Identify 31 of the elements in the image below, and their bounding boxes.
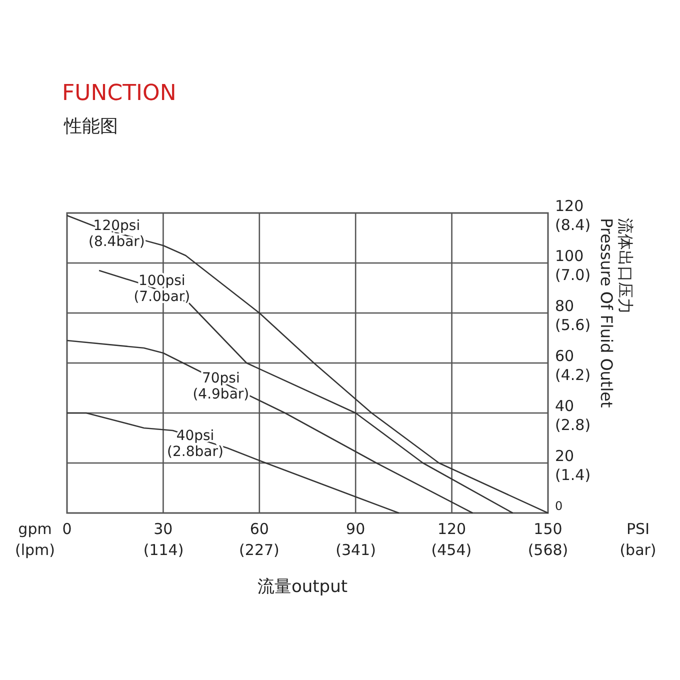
y2tick: (8.4): [555, 216, 591, 234]
y2tick: (4.2): [555, 366, 591, 384]
ylabel: 流体出口压力 Pressure Of Fluid Outlet: [597, 218, 635, 408]
xtick: 30: [154, 520, 173, 538]
xtick: 60: [250, 520, 269, 538]
xlabel: 流量output: [257, 577, 348, 597]
annotation: 120psi (8.4bar): [88, 218, 145, 250]
y2tick: (2.8): [555, 416, 591, 434]
x2tick: (114): [143, 541, 184, 559]
y2tick: (5.6): [555, 316, 591, 334]
xtick: 150: [534, 520, 562, 538]
x2tick: (454): [431, 541, 472, 559]
y2tick: (1.4): [555, 466, 591, 484]
ytick: 40: [555, 397, 574, 415]
ytick: 0: [555, 499, 563, 513]
xtick: 0: [62, 520, 72, 538]
ytick: 120: [555, 197, 584, 215]
x2tick: (227): [239, 541, 280, 559]
y2tick: (7.0): [555, 266, 591, 284]
ytick: 80: [555, 297, 574, 315]
x2tick: (568): [528, 541, 568, 559]
ytick: 100: [555, 247, 584, 265]
title: FUNCTION: [62, 81, 176, 106]
ytick: 60: [555, 347, 574, 365]
xtick: 120: [437, 520, 466, 538]
annotation: gpm (lpm): [15, 520, 55, 559]
subtitle: 性能图: [64, 116, 118, 137]
ytick: 20: [555, 447, 574, 465]
annotation: PSI (bar): [620, 520, 656, 559]
xtick: 90: [346, 520, 366, 538]
x2tick: (341): [336, 541, 376, 559]
